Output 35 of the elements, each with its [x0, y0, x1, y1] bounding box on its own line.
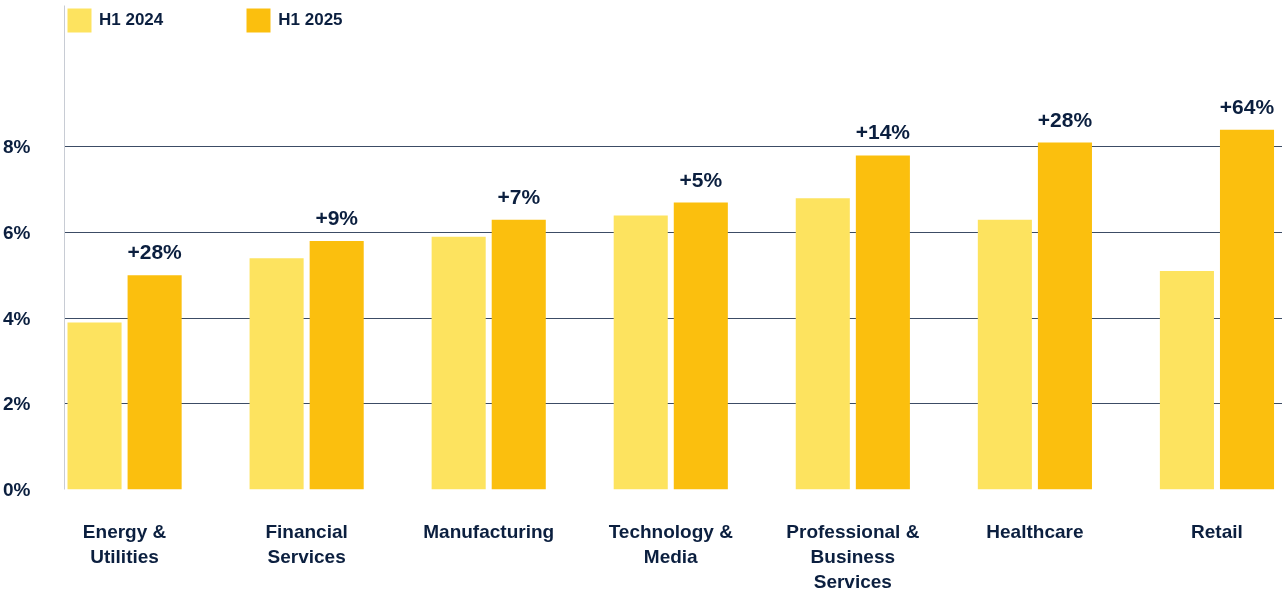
bar — [249, 258, 304, 490]
x-tick-label: Manufacturing — [423, 520, 555, 542]
x-tick-label: Technology & Media — [608, 520, 734, 567]
legend-label: H1 2024 — [99, 10, 164, 30]
bar — [309, 241, 364, 490]
x-tick-label: Professional & Business Services — [786, 520, 920, 592]
annotation: +28% — [127, 240, 183, 264]
bar — [977, 219, 1032, 490]
y-tick-label: 4% — [3, 307, 31, 329]
annotation: +28% — [1037, 107, 1093, 131]
bar — [127, 275, 182, 490]
y-tick-label: 6% — [3, 222, 31, 244]
bar — [673, 202, 728, 490]
y-tick-label: 2% — [3, 393, 31, 415]
bar — [491, 219, 546, 490]
annotation: +14% — [855, 120, 911, 144]
bar — [1159, 271, 1214, 490]
legend-label: H1 2025 — [278, 10, 343, 30]
bar — [1219, 129, 1275, 490]
x-tick-label: Healthcare — [986, 520, 1084, 542]
x-tick-label: Financial Services — [265, 520, 348, 567]
bar — [67, 322, 122, 490]
y-tick-label: 8% — [3, 136, 31, 158]
annotation: +9% — [315, 206, 359, 230]
bar — [1037, 142, 1092, 490]
annotation: +5% — [679, 167, 723, 191]
bar — [431, 236, 486, 490]
x-tick-label: Energy & Utilities — [82, 520, 167, 567]
annotation: +64% — [1219, 94, 1275, 118]
bar — [613, 215, 668, 490]
bar — [795, 198, 850, 490]
x-tick-label: Retail — [1191, 520, 1243, 542]
y-tick-label: 0% — [3, 479, 31, 500]
bar — [855, 155, 910, 490]
annotation: +7% — [497, 184, 541, 208]
